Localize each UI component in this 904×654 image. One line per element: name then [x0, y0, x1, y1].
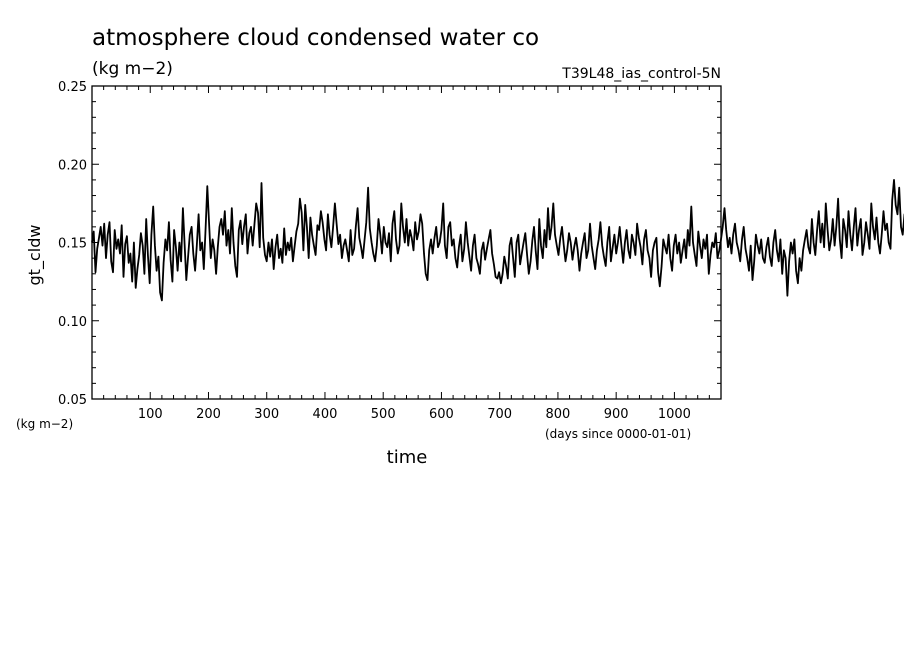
x-tick-label: 900	[604, 407, 629, 422]
x-axis-label: time	[387, 447, 428, 468]
series-line-gt-cldw	[91, 178, 904, 302]
chart-subtitle-units: (kg m−2)	[92, 59, 173, 79]
tick-labels: 100 200 300 400 500 600 700 800 900 1000 0.05 0.10 0…	[58, 80, 691, 422]
y-tick-label: 0.10	[58, 315, 87, 330]
plot-frame	[91, 85, 722, 400]
y-tick-label: 0.25	[58, 80, 87, 95]
y-tick-label: 0.20	[58, 158, 87, 173]
x-axis-units: (days since 0000-01-01)	[545, 427, 691, 441]
x-tick-label: 100	[138, 407, 163, 422]
x-tick-label: 800	[546, 407, 571, 422]
axis-ticks	[92, 86, 721, 399]
y-tick-label: 0.15	[58, 237, 87, 252]
run-label: T39L48_ias_control-5N	[561, 66, 721, 82]
x-tick-label: 700	[487, 407, 512, 422]
x-tick-label: 300	[254, 407, 279, 422]
x-tick-label: 400	[313, 407, 338, 422]
y-axis-units: (kg m−2)	[16, 417, 73, 431]
y-tick-label: 0.05	[58, 393, 87, 408]
y-axis-label: gt_cldw	[25, 225, 45, 286]
x-tick-label: 600	[429, 407, 454, 422]
x-tick-label: 1000	[658, 407, 691, 422]
x-tick-label: 200	[196, 407, 221, 422]
chart-title: atmosphere cloud condensed water co	[92, 25, 539, 51]
x-tick-label: 500	[371, 407, 396, 422]
